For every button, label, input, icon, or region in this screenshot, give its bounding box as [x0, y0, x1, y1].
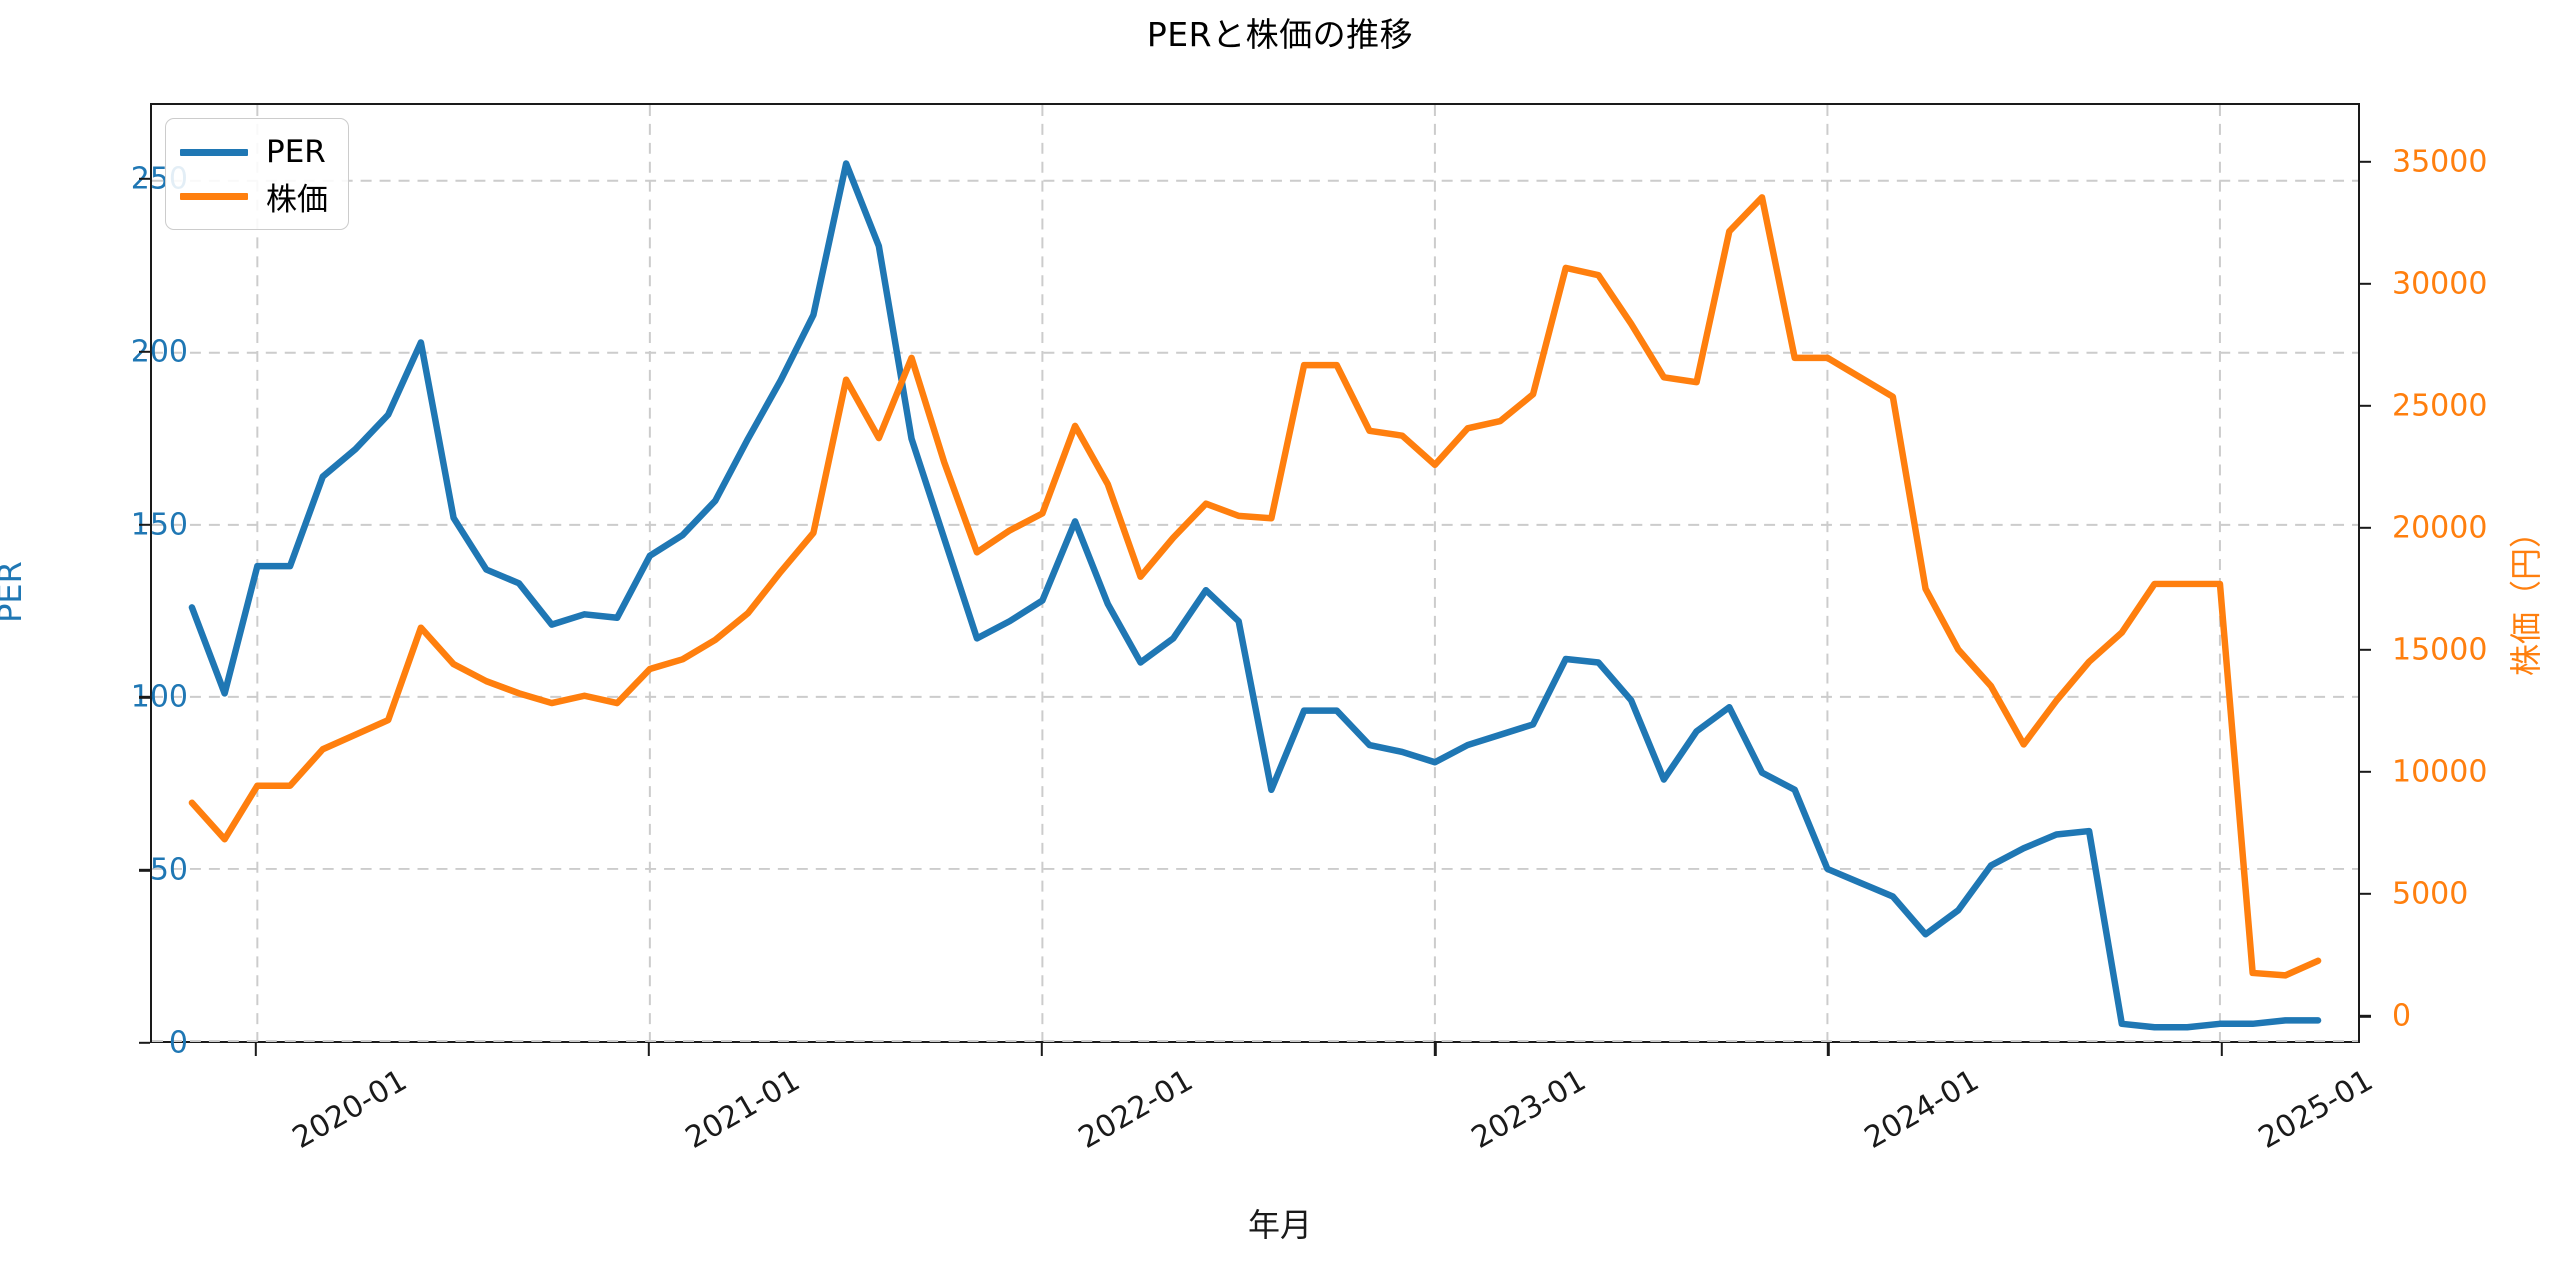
x-tick-label: 2020-01 — [286, 1063, 413, 1156]
y-tick-mark-left — [139, 1041, 150, 1045]
y-tick-mark-left — [139, 696, 150, 699]
y-tick-label-right: 0 — [2392, 998, 2412, 1034]
chart-legend: PER 株価 — [165, 118, 349, 230]
y-tick-mark-left — [139, 177, 150, 181]
y-tick-mark-right — [2360, 526, 2371, 530]
legend-label-per: PER — [266, 134, 326, 170]
y-tick-mark-right — [2360, 1014, 2371, 1018]
y-tick-mark-left — [139, 869, 150, 872]
x-axis-label: 年月 — [1247, 1206, 1312, 1244]
x-tick-label: 2023-01 — [1466, 1063, 1593, 1156]
legend-item-per[interactable]: PER — [180, 130, 328, 174]
y-axis-right-label: 株価（円） — [2507, 515, 2545, 677]
y-tick-label-right: 30000 — [2392, 266, 2488, 302]
y-tick-label-right: 35000 — [2392, 144, 2488, 180]
y-tick-mark-left — [139, 350, 150, 354]
x-tick-mark — [1434, 1043, 1437, 1056]
legend-label-price: 株価 — [266, 181, 328, 218]
y-tick-mark-right — [2360, 648, 2371, 652]
y-tick-mark-right — [2360, 892, 2371, 896]
x-tick-mark — [1040, 1043, 1044, 1056]
y-tick-label-left: 0 — [168, 1025, 188, 1061]
x-tick-label: 2025-01 — [2252, 1063, 2379, 1156]
y-tick-label-left: 50 — [149, 852, 188, 888]
x-tick-label: 2021-01 — [679, 1063, 806, 1156]
gridlines — [152, 105, 2358, 1042]
y-tick-mark-right — [2360, 160, 2371, 163]
y-tick-label-right: 20000 — [2392, 510, 2488, 546]
y-tick-label-right: 25000 — [2392, 388, 2488, 424]
x-tick-label: 2022-01 — [1072, 1063, 1199, 1156]
legend-swatch-per — [180, 148, 248, 156]
x-tick-mark — [254, 1043, 257, 1056]
series-lines — [188, 160, 2322, 1031]
y-tick-mark-right — [2360, 282, 2371, 285]
y-tick-label-right: 15000 — [2392, 632, 2488, 668]
x-tick-mark — [2220, 1043, 2223, 1056]
y-tick-label-right: 10000 — [2392, 754, 2488, 790]
plot-area — [150, 103, 2360, 1043]
y-tick-mark-left — [139, 523, 150, 526]
legend-item-price[interactable]: 株価 — [180, 174, 328, 218]
x-tick-mark — [647, 1043, 650, 1056]
series-line-per — [188, 160, 2322, 1031]
legend-swatch-price — [180, 192, 248, 200]
y-tick-mark-right — [2360, 404, 2371, 407]
series-line-price — [188, 194, 2322, 979]
page-title: PERと株価の推移 — [1146, 15, 1414, 54]
y-tick-mark-right — [2360, 770, 2371, 774]
x-tick-label: 2024-01 — [1859, 1063, 1986, 1156]
y-axis-left-label: PER — [0, 561, 29, 623]
y-tick-label-right: 5000 — [2392, 876, 2469, 912]
x-tick-mark — [1827, 1043, 1830, 1056]
